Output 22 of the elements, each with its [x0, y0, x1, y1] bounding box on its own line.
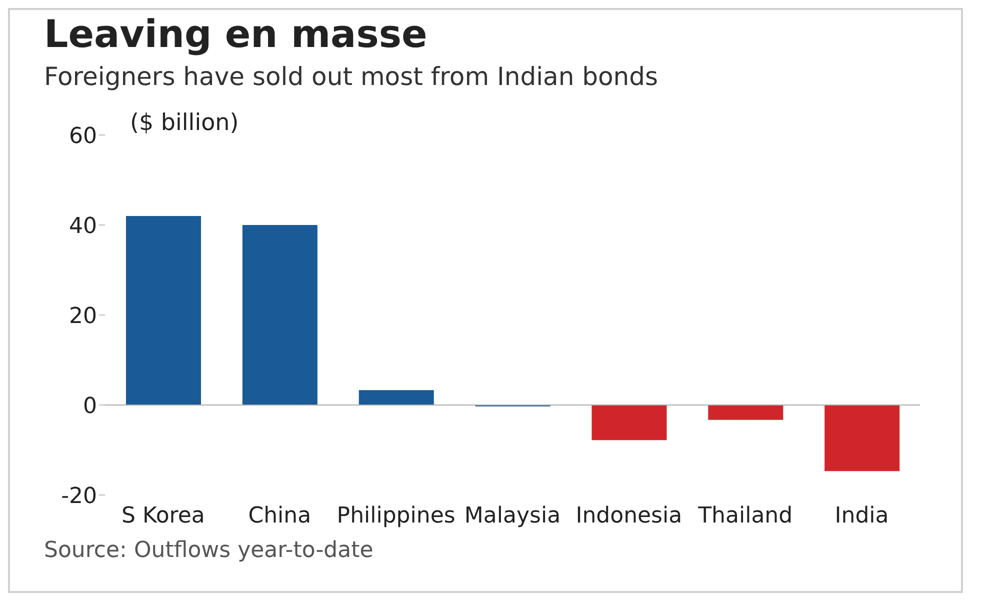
y-axis-title: ($ billion) — [130, 110, 239, 136]
bar — [708, 405, 784, 420]
bar — [592, 405, 667, 440]
y-tick-label: 20 — [69, 304, 97, 329]
bar — [358, 390, 434, 405]
x-tick-label: China — [248, 504, 312, 529]
bar — [242, 225, 318, 405]
bar — [824, 405, 900, 472]
x-tick-label: Indonesia — [576, 504, 682, 529]
y-tick-label: 60 — [69, 124, 97, 149]
x-tick-label: Thailand — [697, 504, 793, 529]
x-tick-label: India — [834, 504, 889, 529]
y-tick-label: -20 — [61, 484, 97, 509]
x-tick-label: S Korea — [122, 504, 205, 529]
bar — [126, 216, 201, 405]
chart-subtitle: Foreigners have sold out most from Indian bonds — [44, 62, 658, 91]
source-note: Source: Outflows year-to-date — [44, 538, 374, 563]
x-tick-label: Malaysia — [464, 504, 561, 529]
x-tick-label: Philippines — [336, 504, 456, 529]
y-tick-label: 0 — [83, 394, 97, 419]
y-tick-label: 40 — [69, 214, 97, 239]
chart-title: Leaving en masse — [44, 12, 428, 56]
